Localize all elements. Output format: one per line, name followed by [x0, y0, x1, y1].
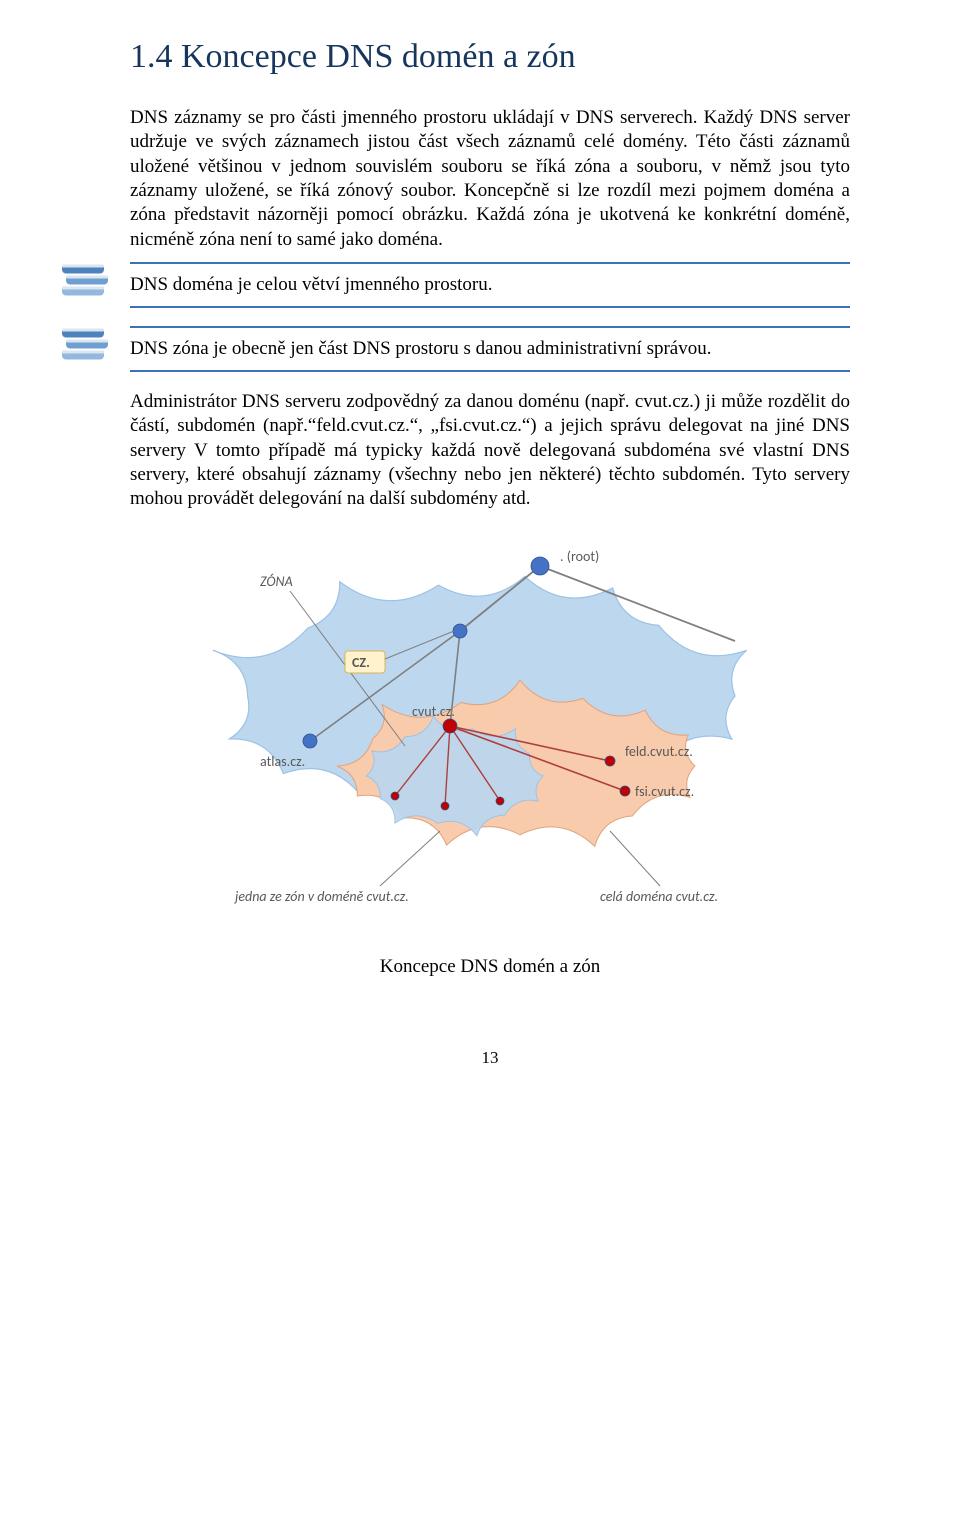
svg-text:CZ.: CZ.	[352, 654, 370, 671]
svg-text:atlas.cz.: atlas.cz.	[260, 753, 305, 770]
section-title: 1.4 Koncepce DNS domén a zón	[130, 38, 850, 76]
svg-text:cvut.cz.: cvut.cz.	[412, 703, 455, 720]
definition-1-wrap: DNS doména je celou větví jmenného prost…	[130, 262, 850, 308]
books-icon	[60, 260, 112, 309]
books-icon	[60, 324, 112, 373]
paragraph-admin: Administrátor DNS serveru zodpovědný za …	[130, 390, 850, 512]
definition-domena: DNS doména je celou větví jmenného prost…	[130, 262, 850, 308]
paragraph-intro: DNS záznamy se pro části jmenného prosto…	[130, 106, 850, 252]
definition-zona: DNS zóna je obecně jen část DNS prostoru…	[130, 326, 850, 372]
dns-zone-diagram: ZÓNA . (root) CZ. atlas.cz. cvut.cz. feld.cvu…	[180, 531, 800, 916]
svg-text:jedna ze zón v doméně cvut.cz.: jedna ze zón v doméně cvut.cz.	[233, 888, 409, 905]
figure-caption: Koncepce DNS domén a zón	[130, 956, 850, 978]
svg-text:. (root): . (root)	[560, 548, 599, 565]
svg-text:feld.cvut.cz.: feld.cvut.cz.	[625, 743, 693, 760]
svg-text:ZÓNA: ZÓNA	[260, 573, 293, 590]
svg-text:celá doména cvut.cz.: celá doména cvut.cz.	[600, 888, 718, 905]
svg-text:fsi.cvut.cz.: fsi.cvut.cz.	[635, 783, 694, 800]
definition-2-wrap: DNS zóna je obecně jen část DNS prostoru…	[130, 326, 850, 372]
page-number: 13	[130, 1048, 850, 1068]
